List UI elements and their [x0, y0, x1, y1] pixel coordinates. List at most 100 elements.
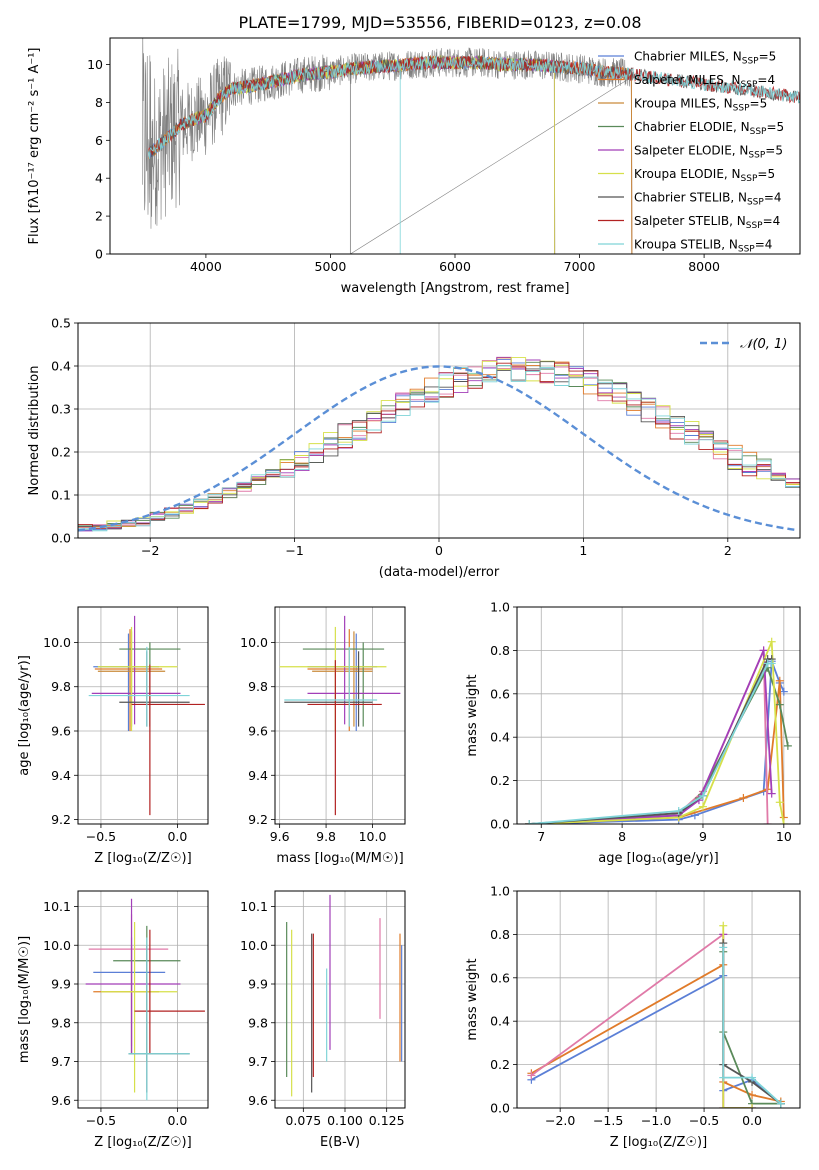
x-tick-label: −2: [141, 543, 159, 558]
y-axis-label: mass weight: [465, 674, 480, 756]
axes-frame: [516, 890, 801, 1109]
y-axis-label: mass [log₁₀(M/M☉)]: [17, 936, 32, 1063]
y-tick-label: 0.2: [490, 773, 510, 788]
x-tick-label: 10: [776, 829, 792, 844]
legend-label: Kroupa MILES, NSSP=5: [634, 97, 767, 114]
x-tick-label: 8000: [688, 259, 720, 274]
y-tick-label: 10.0: [240, 938, 268, 953]
y-tick-label: 8: [95, 95, 103, 110]
model-spectrum-line: [148, 56, 633, 254]
plot-area-mass-vs-z: [78, 891, 208, 1108]
axes-age-vs-mass: 9.6 9.8 10.0 9.2 9.4 9.6 9.8 10.0 mass [log₁₀(M/…: [240, 606, 406, 866]
y-tick-label: 0.2: [490, 1057, 510, 1072]
y-tick-label: 0.3: [51, 402, 71, 417]
y-tick-label: 9.8: [51, 679, 71, 694]
y-tick-label: 9.8: [51, 1015, 71, 1030]
y-axis-label: Flux [fλ10⁻¹⁷ erg cm⁻² s⁻¹ A⁻¹]: [27, 48, 42, 245]
plot-area-residuals: [78, 323, 800, 538]
x-tick-label: 9: [699, 829, 707, 844]
y-tick-label: 9.2: [51, 812, 71, 827]
legend-suffix: =4: [757, 73, 775, 87]
x-tick-label: −2.0: [545, 1113, 575, 1128]
x-tick-label: −0.5: [689, 1113, 719, 1128]
x-tick-label: 7000: [564, 259, 596, 274]
spectrum-legend: Chabrier MILES, NSSP=5 Salpeter MILES, NS…: [598, 50, 784, 255]
legend-label: Chabrier MILES, NSSP=5: [634, 50, 776, 67]
weight-series-line: [722, 947, 782, 1105]
x-tick-label: 0.0: [742, 1113, 762, 1128]
x-tick-label: −0.5: [86, 1113, 116, 1128]
legend-suffix: =4: [764, 191, 782, 205]
y-tick-label: 10.0: [240, 635, 268, 650]
residual-legend: 𝒩(0, 1): [700, 337, 787, 352]
axes-frame: [274, 606, 406, 825]
legend-subscript: SSP: [733, 104, 750, 114]
x-axis-label: E(B-V): [320, 1135, 360, 1150]
histogram-step-line: [78, 362, 800, 529]
y-tick-label: 10.0: [43, 635, 71, 650]
x-tick-label: 6000: [439, 259, 471, 274]
axes-frame: [77, 890, 209, 1109]
legend-label: Kroupa ELODIE, NSSP=5: [634, 167, 775, 184]
legend-label: Salpeter MILES, NSSP=4: [634, 73, 775, 90]
y-tick-label: 9.6: [51, 724, 71, 739]
axes-weight-vs-age: 7 8 9 10 0.0 0.2 0.4 0.6 0.8 1.0 age [log₁₀(age/yr…: [465, 600, 801, 866]
y-tick-label: 9.6: [248, 1093, 268, 1108]
x-tick-label: 9.8: [316, 829, 336, 844]
legend-suffix: =5: [757, 167, 775, 181]
weight-series-line: [529, 665, 789, 824]
y-tick-label: 1.0: [490, 884, 510, 899]
model-spectrum-line: [148, 56, 800, 159]
plot-area-age-vs-mass: [275, 607, 405, 824]
y-tick-label: 0.4: [51, 359, 71, 374]
legend-label: Salpeter ELODIE, NSSP=5: [634, 144, 783, 161]
x-tick-label: −1: [285, 543, 303, 558]
y-tick-label: 0.2: [51, 445, 71, 460]
y-tick-label: 2: [95, 209, 103, 224]
x-axis-label: (data-model)/error: [379, 565, 500, 580]
figure-title: PLATE=1799, MJD=53556, FIBERID=0123, z=0…: [238, 13, 641, 32]
legend-suffix: =5: [766, 120, 784, 134]
y-tick-label: 0: [95, 247, 103, 262]
x-axis-label: age [log₁₀(age/yr)]: [598, 851, 719, 866]
legend-subscript: SSP: [738, 245, 755, 255]
y-axis-label: age [log₁₀(age/yr)]: [17, 655, 32, 776]
plot-area-age-vs-z: [78, 607, 208, 824]
y-tick-label: 1.0: [490, 600, 510, 615]
legend-label: 𝒩(0, 1): [740, 337, 787, 352]
model-spectrum-line: [148, 55, 800, 157]
y-tick-label: 9.8: [248, 679, 268, 694]
x-tick-label: 2: [724, 543, 732, 558]
x-tick-label: −1.5: [593, 1113, 623, 1128]
x-tick-label: 1: [579, 543, 587, 558]
normal-distribution-curve: [78, 365, 798, 532]
y-tick-label: 4: [95, 171, 103, 186]
y-tick-label: 0.6: [490, 970, 510, 985]
plot-area-weight-vs-z: [517, 891, 800, 1108]
histogram-step-line: [78, 365, 800, 532]
x-axis-label: Z [log₁₀(Z/Z☉)]: [94, 1135, 191, 1150]
y-axis-label: mass weight: [465, 958, 480, 1040]
x-tick-label: 7: [537, 829, 545, 844]
plot-area-weight-vs-age: [517, 607, 800, 824]
axes-weight-vs-z: −2.0 −1.5 −1.0 −0.5 0.0 0.0 0.2 0.4 0.6 0.8 1.0 Z […: [465, 884, 801, 1150]
legend-suffix: =4: [763, 214, 781, 228]
y-tick-label: 9.9: [51, 977, 71, 992]
y-tick-label: 0.0: [490, 1101, 510, 1116]
y-tick-label: 0.5: [51, 316, 71, 331]
legend-subscript: SSP: [741, 80, 758, 90]
legend-suffix: =5: [759, 50, 777, 64]
x-tick-label: 0.125: [369, 1113, 405, 1128]
axes-residuals: −2 −1 0 1 2 0.0 0.1 0.2 0.3 0.4 0.5 (data-model)/er…: [27, 316, 801, 580]
y-tick-label: 9.6: [51, 1093, 71, 1108]
y-tick-label: 10.1: [43, 899, 71, 914]
x-tick-label: 8: [618, 829, 626, 844]
legend-subscript: SSP: [750, 127, 767, 137]
histogram-step-line: [78, 361, 800, 530]
x-tick-label: −0.5: [86, 829, 116, 844]
legend-subscript: SSP: [742, 57, 759, 67]
axes-frame: [77, 606, 209, 825]
x-tick-label: 9.6: [270, 829, 290, 844]
legend-suffix: =5: [765, 144, 783, 158]
